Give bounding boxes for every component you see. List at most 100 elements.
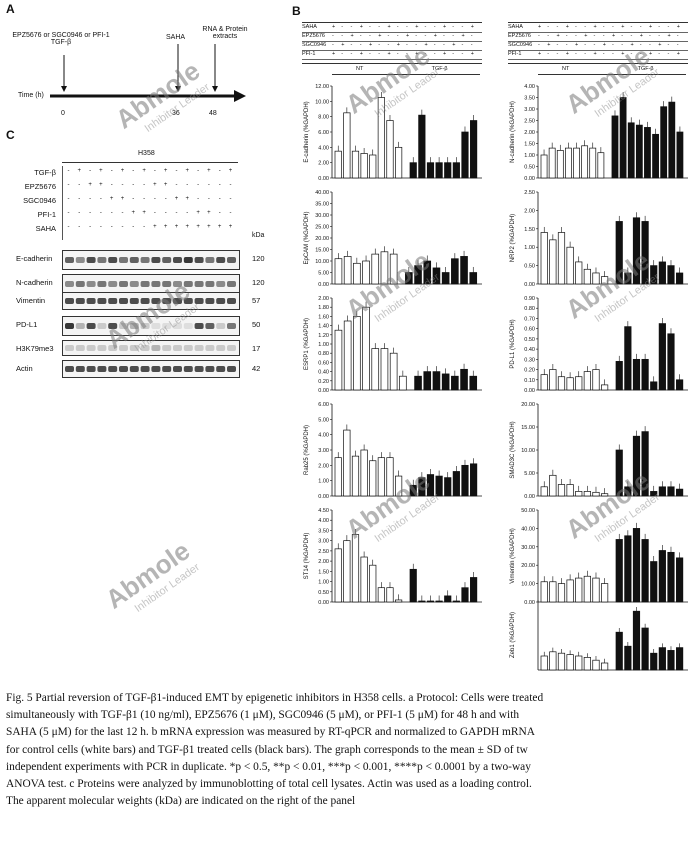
bar-nt bbox=[371, 348, 380, 391]
bar-nt bbox=[540, 655, 548, 671]
bar-tgf bbox=[460, 256, 468, 285]
panel-b-row-line bbox=[508, 41, 688, 42]
bar-nt bbox=[549, 474, 557, 497]
panel-c-grid-mark: - bbox=[218, 182, 221, 188]
panel-b-grid-mark: - bbox=[378, 42, 381, 48]
y-tick-label: 0.00 bbox=[318, 494, 329, 500]
panel-a-t0: 0 bbox=[61, 110, 65, 117]
bar-tgf bbox=[451, 258, 459, 285]
bar-chart: 0.00 2.00 4.00 6.00 8.00 10.00 12.00 E-cadherin… bbox=[304, 84, 482, 182]
blot-band bbox=[227, 345, 236, 351]
panel-b-grid-mark: - bbox=[443, 42, 445, 48]
y-tick-label: 0.00 bbox=[318, 388, 329, 394]
y-axis-label: SMAD3C (%GAPDH) bbox=[510, 421, 516, 478]
y-tick-label: 1.60 bbox=[318, 314, 329, 320]
panel-b-grid-mark: - bbox=[565, 33, 568, 39]
bar-tgf bbox=[441, 373, 450, 391]
y-tick-label: 1.50 bbox=[318, 569, 329, 575]
blot-band bbox=[151, 257, 161, 263]
panel-a-treatments-line2: TGF-β bbox=[50, 39, 72, 46]
panel-c-grid-mark: + bbox=[163, 168, 168, 174]
blot-strip bbox=[62, 292, 240, 310]
panel-c-row-label: SAHA bbox=[35, 224, 56, 233]
panel-c-header-line bbox=[62, 162, 238, 163]
bar-tgf bbox=[444, 162, 452, 179]
panel-b-grid-mark: + bbox=[556, 33, 560, 39]
panel-c-grid-mark: - bbox=[132, 196, 135, 202]
blot-band bbox=[129, 257, 139, 263]
y-tick-label: 0.20 bbox=[524, 368, 535, 374]
bar-tgf bbox=[667, 265, 675, 285]
blot-band bbox=[97, 366, 107, 372]
panel-b-grid-mark: + bbox=[676, 51, 680, 57]
panel-b-grid-mark: - bbox=[443, 33, 445, 39]
blot-band bbox=[205, 345, 215, 351]
panel-b-grid-mark: + bbox=[443, 51, 447, 57]
panel-b-grid-mark: - bbox=[621, 33, 624, 39]
caption-line: The apparent molecular weights (kDa) are… bbox=[6, 795, 356, 808]
panel-c-grid-mark: - bbox=[89, 210, 92, 216]
panel-b-grid-mark: - bbox=[341, 33, 344, 39]
bar-nt bbox=[540, 154, 548, 179]
panel-c-grid-mark: + bbox=[207, 210, 211, 216]
panel-c-grid-mark: - bbox=[218, 168, 221, 174]
y-axis-label: Rab25 (%GAPDH) bbox=[304, 425, 310, 475]
panel-b-grid-mark: + bbox=[359, 51, 363, 57]
bar-nt bbox=[334, 329, 343, 391]
panel-c-kda: kDa bbox=[252, 232, 265, 239]
panel-c-grid-mark: + bbox=[163, 224, 168, 230]
panel-b-group-nt: NT bbox=[356, 66, 364, 72]
panel-b-row-label: SGC0946 bbox=[508, 42, 533, 48]
bar-tgf bbox=[435, 600, 443, 603]
panel-b-grid-mark: - bbox=[639, 24, 642, 30]
panel-b-grid-mark: - bbox=[658, 33, 661, 39]
blot-band bbox=[173, 257, 182, 263]
bar-tgf bbox=[619, 97, 627, 179]
caption-line: independent experiments with PCR in dupl… bbox=[6, 760, 531, 773]
bar-chart: 0.00 0.20 0.40 0.60 0.80 1.00 1.20 1.40 1.60 1.80… bbox=[304, 296, 482, 394]
panel-c-grid-mark: - bbox=[143, 196, 146, 202]
panel-b-grid-mark: + bbox=[538, 24, 542, 30]
bar-tgf bbox=[627, 122, 635, 179]
panel-c-grid-mark: + bbox=[228, 224, 233, 230]
blot-band bbox=[140, 366, 150, 372]
panel-c-row-label: TGF-β bbox=[34, 168, 56, 177]
y-tick-label: 15.00 bbox=[521, 425, 535, 431]
panel-a-t48: 48 bbox=[209, 110, 217, 117]
bar-tgf bbox=[632, 358, 641, 391]
blot-band bbox=[183, 281, 193, 287]
bar-tgf bbox=[461, 131, 469, 179]
y-tick-label: 0.00 bbox=[524, 282, 535, 288]
blot-band bbox=[97, 281, 107, 287]
panel-c-grid-mark: + bbox=[196, 224, 200, 230]
panel-c-grid-mark: - bbox=[110, 182, 113, 188]
blot-band bbox=[97, 298, 107, 304]
panel-c-grid-mark: - bbox=[67, 196, 70, 202]
y-tick-label: 50.00 bbox=[521, 508, 535, 514]
y-tick-label: 0.90 bbox=[524, 296, 535, 302]
panel-b-grid-mark: - bbox=[630, 24, 633, 30]
bar-chart: 0.00 10.00 20.00 30.00 40.00 50.00 Vimentin (%… bbox=[510, 508, 688, 606]
y-tick-label: 1.80 bbox=[318, 305, 329, 311]
panel-b-grid-mark: - bbox=[538, 33, 540, 39]
blot-band bbox=[162, 366, 172, 372]
panel-b-grid-mark: - bbox=[593, 33, 596, 39]
y-axis-label: PD-L1 (%GAPDH) bbox=[510, 319, 516, 368]
panel-c-grid-mark: - bbox=[89, 196, 92, 202]
panel-c-grid-mark: + bbox=[163, 182, 168, 188]
y-tick-label: 1.00 bbox=[318, 479, 329, 485]
panel-c-row-label: SGC0946 bbox=[23, 196, 56, 205]
y-axis-label: NRP2 (%GAPDH) bbox=[510, 214, 516, 262]
bar-nt bbox=[334, 457, 342, 497]
blot-band bbox=[183, 345, 193, 351]
bar-tgf bbox=[444, 477, 452, 497]
panel-b-grid-mark: - bbox=[452, 33, 455, 39]
panel-c-grid-mark: + bbox=[217, 224, 222, 230]
panel-b-grid-mark: + bbox=[332, 24, 336, 30]
panel-b-row-line bbox=[302, 32, 482, 33]
panel-b-grid-mark: + bbox=[649, 24, 653, 30]
blot-band bbox=[205, 257, 215, 263]
panel-a-saha: SAHA bbox=[166, 34, 186, 41]
panel-b-grid-mark: - bbox=[424, 33, 427, 39]
bar-nt bbox=[343, 256, 352, 285]
